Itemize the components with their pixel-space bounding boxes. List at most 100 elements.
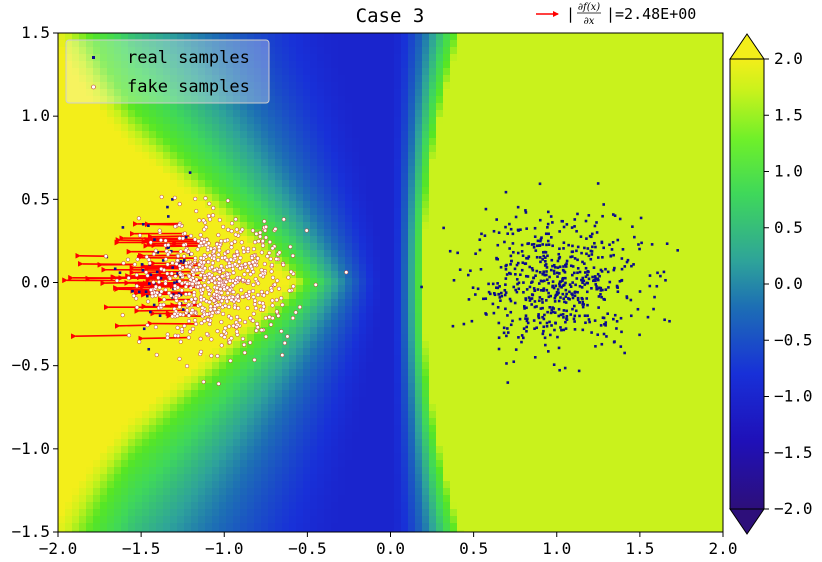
field-cell (345, 229, 353, 237)
field-cell (149, 327, 157, 335)
field-cell (275, 89, 283, 97)
field-cell (296, 341, 304, 349)
field-cell (702, 376, 710, 384)
field-cell (569, 313, 577, 321)
field-cell (170, 362, 178, 370)
field-cell (317, 152, 325, 160)
field-cell (555, 54, 563, 62)
field-cell (331, 348, 339, 356)
field-cell (478, 285, 486, 293)
field-cell (639, 257, 647, 265)
field-cell (597, 54, 605, 62)
field-cell (611, 313, 619, 321)
field-cell (695, 33, 703, 41)
field-cell (100, 103, 108, 111)
field-cell (492, 75, 500, 83)
field-cell (408, 327, 416, 335)
field-cell (688, 285, 696, 293)
field-cell (541, 159, 549, 167)
field-cell (93, 208, 101, 216)
field-cell (58, 166, 66, 174)
field-cell (352, 40, 360, 48)
field-cell (366, 215, 374, 223)
field-cell (254, 383, 262, 391)
field-cell (646, 145, 654, 153)
field-cell (457, 348, 465, 356)
field-cell (387, 173, 395, 181)
field-cell (296, 152, 304, 160)
field-cell (499, 285, 507, 293)
field-cell (79, 236, 87, 244)
field-cell (65, 131, 73, 139)
field-cell (387, 96, 395, 104)
field-cell (79, 250, 87, 258)
field-cell (471, 152, 479, 160)
field-cell (520, 299, 528, 307)
field-cell (93, 320, 101, 328)
field-cell (121, 229, 129, 237)
field-cell (303, 40, 311, 48)
field-cell (107, 362, 115, 370)
field-cell (338, 96, 346, 104)
field-cell (492, 82, 500, 90)
field-cell (401, 89, 409, 97)
field-cell (163, 348, 171, 356)
field-cell (464, 369, 472, 377)
field-cell (415, 292, 423, 300)
field-cell (338, 187, 346, 195)
field-cell (352, 47, 360, 55)
field-cell (702, 383, 710, 391)
field-cell (625, 285, 633, 293)
field-cell (499, 82, 507, 90)
field-cell (506, 47, 514, 55)
field-cell (695, 82, 703, 90)
field-cell (317, 124, 325, 132)
field-cell (520, 75, 528, 83)
field-cell (331, 138, 339, 146)
field-cell (632, 152, 640, 160)
field-cell (436, 222, 444, 230)
field-cell (478, 306, 486, 314)
field-cell (534, 33, 542, 41)
field-cell (233, 341, 241, 349)
field-cell (366, 278, 374, 286)
field-cell (660, 292, 668, 300)
field-cell (702, 257, 710, 265)
field-cell (352, 152, 360, 160)
field-cell (324, 89, 332, 97)
field-cell (205, 313, 213, 321)
field-cell (457, 383, 465, 391)
field-cell (226, 369, 234, 377)
field-cell (632, 201, 640, 209)
field-cell (499, 341, 507, 349)
field-cell (58, 194, 66, 202)
field-cell (478, 180, 486, 188)
field-cell (632, 75, 640, 83)
field-cell (338, 117, 346, 125)
field-cell (464, 110, 472, 118)
field-cell (156, 222, 164, 230)
field-cell (317, 334, 325, 342)
field-cell (541, 110, 549, 118)
field-cell (415, 61, 423, 69)
gradient-annotation-value: |=2.48E+00 (606, 5, 696, 23)
field-cell (681, 54, 689, 62)
field-cell (401, 390, 409, 398)
field-cell (527, 320, 535, 328)
field-cell (646, 285, 654, 293)
field-cell (205, 33, 213, 41)
field-cell (310, 278, 318, 286)
field-cell (338, 103, 346, 111)
field-cell (345, 187, 353, 195)
field-cell (702, 208, 710, 216)
field-cell (695, 292, 703, 300)
field-cell (310, 124, 318, 132)
field-cell (303, 278, 311, 286)
field-cell (254, 96, 262, 104)
field-cell (576, 68, 584, 76)
field-cell (373, 278, 381, 286)
field-cell (289, 68, 297, 76)
field-cell (303, 390, 311, 398)
field-cell (674, 75, 682, 83)
field-cell (345, 306, 353, 314)
